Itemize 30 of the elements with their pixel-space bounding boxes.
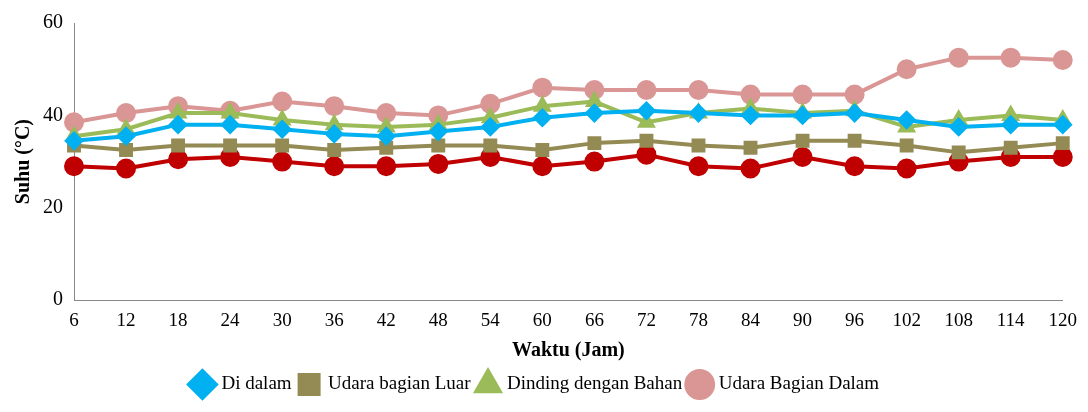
- legend-label: Di dalam: [221, 372, 292, 394]
- x-tick-label: 120: [1048, 308, 1077, 330]
- legend-label: Udara bagian Luar: [328, 372, 472, 394]
- x-tick-label: 84: [741, 308, 761, 330]
- x-tick-label: 36: [324, 308, 344, 330]
- x-tick-label: 72: [636, 308, 656, 330]
- x-tick-label: 78: [688, 308, 708, 330]
- x-tick-label: 108: [944, 308, 973, 330]
- x-tick-label: 90: [793, 308, 813, 330]
- y-tick-label: 40: [43, 102, 63, 125]
- legend-label: Dinding dengan Bahan: [507, 372, 683, 394]
- x-tick-label: 6: [69, 308, 79, 330]
- x-tick-label: 48: [428, 308, 448, 330]
- x-tick-label: 12: [116, 308, 136, 330]
- y-tick-label: 20: [43, 195, 63, 218]
- y-tick-label: 0: [53, 287, 63, 310]
- y-tick-label: 60: [43, 10, 63, 33]
- x-tick-label: 30: [272, 308, 292, 330]
- x-tick-label: 18: [168, 308, 188, 330]
- x-axis-title: Waktu (Jam): [511, 338, 625, 362]
- x-tick-label: 54: [480, 308, 501, 330]
- x-tick-label: 24: [220, 308, 241, 330]
- y-axis-title: Suhu (°C): [11, 118, 35, 205]
- x-tick-label: 66: [584, 308, 604, 330]
- x-tick-label: 114: [996, 308, 1026, 330]
- x-tick-label: 42: [376, 308, 396, 330]
- x-tick-label: 102: [892, 308, 921, 330]
- x-tick-label: 60: [532, 308, 552, 330]
- legend-label: Udara Bagian Dalam: [718, 372, 880, 394]
- x-tick-label: 96: [845, 308, 865, 330]
